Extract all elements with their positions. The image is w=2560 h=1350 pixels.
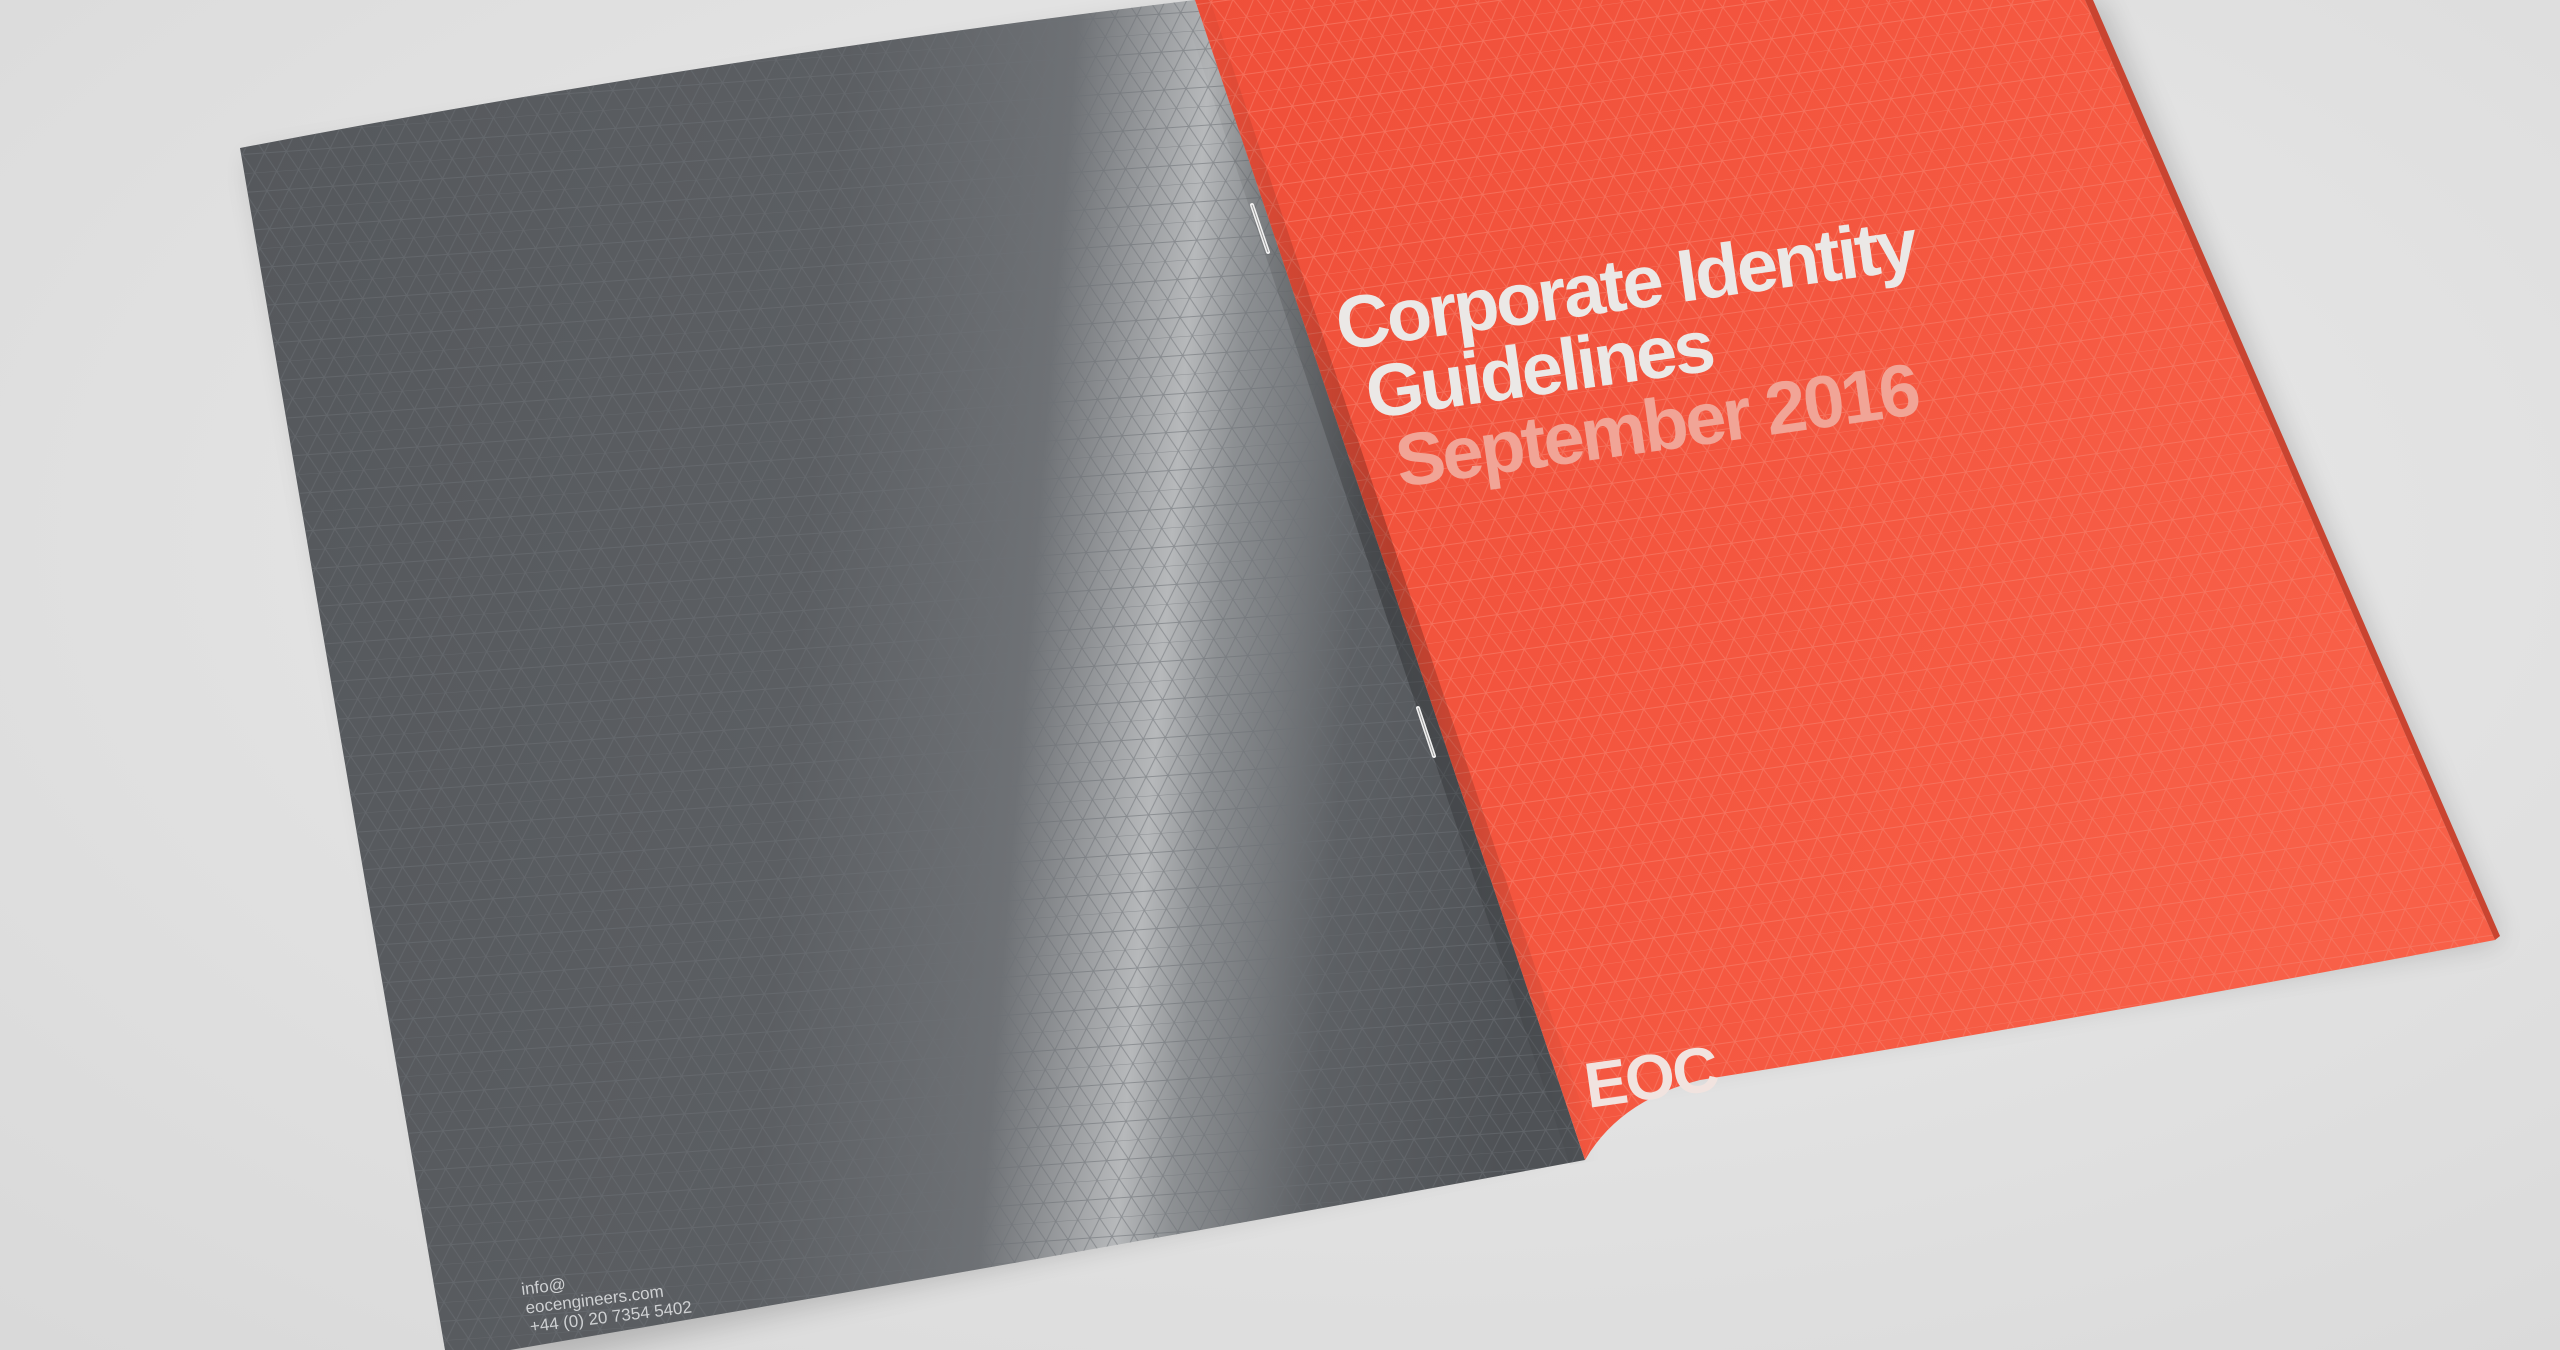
spine-shadow bbox=[1180, 0, 1600, 1165]
front-cover bbox=[1195, 0, 2500, 1160]
staples bbox=[1250, 203, 1436, 758]
back-cover bbox=[240, 0, 1585, 1350]
